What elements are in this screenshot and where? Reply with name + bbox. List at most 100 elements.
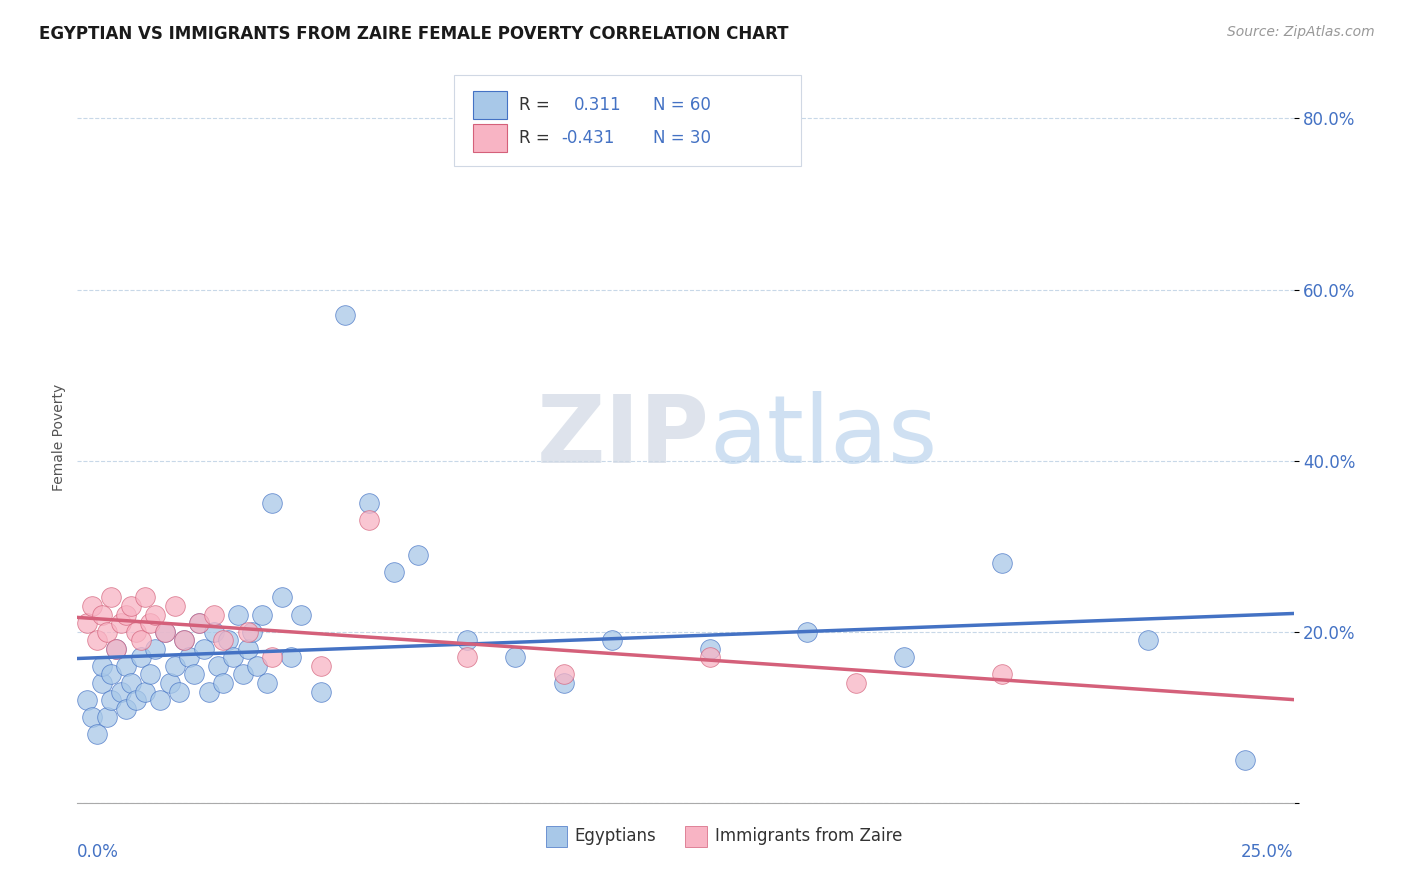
Point: [217, 633, 239, 648]
Point: [183, 667, 205, 681]
Point: [188, 616, 211, 631]
Point: [80, 710, 103, 724]
Point: [290, 607, 312, 622]
Point: [163, 599, 186, 613]
Point: [143, 641, 166, 656]
Point: [129, 633, 152, 648]
Text: 25.0%: 25.0%: [1241, 843, 1294, 861]
Point: [86, 633, 108, 648]
Point: [553, 667, 575, 681]
Point: [359, 514, 381, 528]
Point: [260, 650, 283, 665]
Text: Source: ZipAtlas.com: Source: ZipAtlas.com: [1227, 25, 1375, 39]
Point: [242, 624, 264, 639]
Text: Egyptians: Egyptians: [575, 828, 657, 846]
Point: [202, 624, 225, 639]
Point: [173, 633, 195, 648]
Point: [105, 641, 128, 656]
Text: 0.0%: 0.0%: [77, 843, 120, 861]
Point: [226, 607, 249, 622]
Point: [260, 496, 283, 510]
Point: [90, 659, 112, 673]
Point: [256, 676, 278, 690]
Point: [149, 693, 172, 707]
Point: [125, 693, 148, 707]
Point: [110, 684, 132, 698]
Point: [153, 624, 176, 639]
Point: [197, 684, 219, 698]
Text: atlas: atlas: [710, 391, 938, 483]
Text: 0.311: 0.311: [574, 96, 621, 114]
Text: N = 60: N = 60: [652, 96, 710, 114]
Text: R =: R =: [519, 96, 550, 114]
Point: [96, 710, 118, 724]
Point: [382, 565, 405, 579]
Point: [309, 684, 332, 698]
Text: -0.431: -0.431: [561, 129, 614, 147]
Point: [236, 624, 259, 639]
Point: [159, 676, 181, 690]
Point: [212, 676, 235, 690]
Text: ZIP: ZIP: [537, 391, 710, 483]
Point: [76, 616, 98, 631]
Point: [202, 607, 225, 622]
Text: Immigrants from Zaire: Immigrants from Zaire: [714, 828, 903, 846]
Point: [309, 659, 332, 673]
Point: [100, 693, 122, 707]
Point: [188, 616, 211, 631]
Point: [105, 641, 128, 656]
FancyBboxPatch shape: [454, 75, 801, 167]
Point: [990, 556, 1012, 570]
Point: [90, 607, 112, 622]
Point: [232, 667, 254, 681]
Point: [173, 633, 195, 648]
Point: [179, 650, 201, 665]
Point: [406, 548, 429, 562]
Point: [163, 659, 186, 673]
Text: R =: R =: [519, 129, 550, 147]
Y-axis label: Female Poverty: Female Poverty: [52, 384, 66, 491]
Point: [796, 624, 818, 639]
Point: [602, 633, 624, 648]
Point: [115, 607, 138, 622]
Point: [893, 650, 915, 665]
Point: [456, 650, 478, 665]
Bar: [546, 826, 568, 847]
Point: [134, 591, 156, 605]
Point: [120, 676, 142, 690]
Point: [125, 624, 148, 639]
Point: [246, 659, 269, 673]
Point: [333, 308, 356, 322]
Point: [1233, 753, 1256, 767]
Point: [110, 616, 132, 631]
Bar: [686, 826, 707, 847]
Point: [250, 607, 273, 622]
Point: [207, 659, 229, 673]
Point: [845, 676, 868, 690]
Point: [143, 607, 166, 622]
Point: [280, 650, 302, 665]
Point: [86, 727, 108, 741]
Point: [134, 684, 156, 698]
Point: [115, 659, 138, 673]
Point: [115, 702, 138, 716]
Point: [169, 684, 191, 698]
Point: [153, 624, 176, 639]
Point: [212, 633, 235, 648]
Point: [359, 496, 381, 510]
Text: N = 30: N = 30: [652, 129, 710, 147]
Point: [270, 591, 292, 605]
Point: [96, 624, 118, 639]
Point: [90, 676, 112, 690]
Point: [222, 650, 245, 665]
Point: [120, 599, 142, 613]
Point: [100, 667, 122, 681]
Point: [699, 650, 721, 665]
Point: [193, 641, 215, 656]
Point: [503, 650, 526, 665]
Bar: [472, 91, 506, 119]
Point: [553, 676, 575, 690]
Text: EGYPTIAN VS IMMIGRANTS FROM ZAIRE FEMALE POVERTY CORRELATION CHART: EGYPTIAN VS IMMIGRANTS FROM ZAIRE FEMALE…: [39, 25, 789, 43]
Bar: [472, 124, 506, 152]
Point: [100, 591, 122, 605]
